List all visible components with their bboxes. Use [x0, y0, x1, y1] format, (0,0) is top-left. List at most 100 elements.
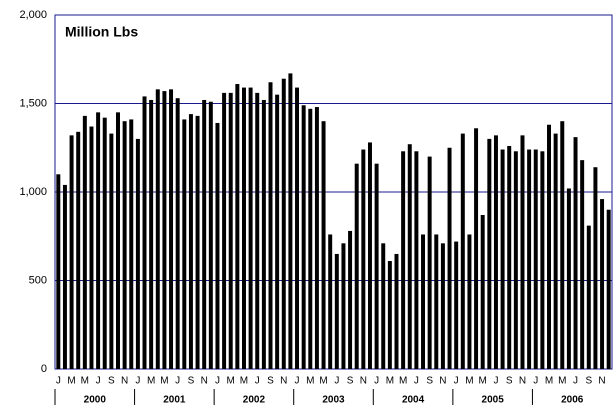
bar	[142, 96, 147, 370]
bar	[116, 112, 120, 369]
bar	[460, 133, 465, 369]
year-label: 2005	[482, 395, 505, 405]
bar	[188, 114, 193, 370]
bar	[487, 138, 492, 369]
x-tick-label: J	[215, 376, 220, 387]
bar	[56, 174, 61, 369]
x-tick-label: J	[374, 376, 379, 387]
y-tick-label: 2,000	[19, 9, 47, 21]
bar	[228, 92, 233, 369]
bar	[268, 82, 273, 369]
bar	[281, 78, 286, 369]
bar	[527, 149, 532, 369]
bar	[255, 92, 260, 369]
bar	[334, 253, 339, 369]
bar	[102, 117, 107, 369]
bar	[321, 121, 326, 369]
bar	[421, 234, 426, 369]
bar	[414, 151, 419, 369]
y-tick-label: 1,500	[19, 97, 47, 109]
bar	[573, 137, 578, 369]
bar	[162, 91, 167, 370]
bar	[381, 243, 386, 369]
x-tick-label: J	[175, 376, 180, 387]
x-tick-label: J	[334, 376, 339, 387]
bar	[566, 188, 571, 369]
bar	[493, 135, 498, 369]
year-label: 2002	[243, 395, 266, 405]
bar	[215, 122, 220, 369]
x-tick-label: N	[121, 376, 128, 387]
bar	[467, 234, 472, 369]
x-tick-label: N	[280, 376, 287, 387]
x-tick-label: M	[479, 376, 487, 387]
bar	[540, 151, 545, 369]
bar	[175, 98, 180, 369]
x-tick-label: M	[386, 376, 394, 387]
bar	[401, 151, 406, 369]
x-tick-label: J	[295, 376, 300, 387]
bar	[308, 108, 313, 369]
x-tick-label: S	[506, 376, 513, 387]
bar	[354, 163, 359, 369]
bar	[222, 92, 227, 369]
bar	[507, 145, 512, 369]
bar	[208, 101, 213, 369]
x-tick-label: N	[439, 376, 446, 387]
bar	[474, 128, 479, 369]
x-tick-label: S	[347, 376, 354, 387]
bar	[76, 131, 81, 369]
x-tick-label: M	[319, 376, 327, 387]
bar	[62, 184, 67, 369]
x-tick-label: S	[585, 376, 592, 387]
bar	[109, 133, 114, 369]
year-label: 2001	[163, 395, 186, 405]
bar	[235, 84, 240, 369]
year-label: 2000	[84, 395, 107, 405]
bar	[169, 89, 174, 369]
bar	[440, 243, 445, 369]
y-tick-label: 0	[41, 363, 47, 375]
y-tick-label: 500	[29, 274, 47, 286]
bar	[407, 144, 412, 369]
bar	[593, 167, 598, 369]
x-tick-label: J	[573, 376, 578, 387]
bar	[275, 94, 280, 370]
bar	[248, 87, 253, 369]
bar	[129, 119, 134, 370]
x-tick-label: M	[227, 376, 235, 387]
bar	[547, 124, 551, 370]
bar	[89, 126, 94, 369]
year-label: 2003	[322, 395, 345, 405]
x-tick-label: J	[533, 376, 538, 387]
bar	[182, 119, 187, 370]
x-tick-label: S	[108, 376, 115, 387]
bar	[361, 149, 366, 369]
bar	[513, 151, 518, 369]
bar	[328, 234, 333, 369]
x-tick-label: J	[414, 376, 419, 387]
bar	[533, 149, 538, 369]
x-tick-label: M	[147, 376, 155, 387]
bar	[135, 138, 140, 369]
x-tick-label: N	[598, 376, 605, 387]
x-tick-label: S	[267, 376, 274, 387]
x-tick-label: J	[135, 376, 140, 387]
x-tick-label: S	[188, 376, 195, 387]
bar	[600, 199, 605, 369]
x-tick-label: M	[465, 376, 473, 387]
bar	[314, 107, 319, 369]
bar	[295, 87, 300, 369]
x-tick-label: N	[519, 376, 526, 387]
x-tick-label: M	[306, 376, 314, 387]
x-tick-label: J	[454, 376, 459, 387]
bar	[387, 261, 392, 369]
x-tick-label: M	[240, 376, 248, 387]
bar	[454, 241, 459, 369]
bar	[261, 99, 266, 370]
bar	[149, 99, 154, 370]
year-label: 2006	[561, 395, 584, 405]
y-tick-label: 1,000	[19, 186, 47, 198]
bar	[553, 133, 558, 369]
